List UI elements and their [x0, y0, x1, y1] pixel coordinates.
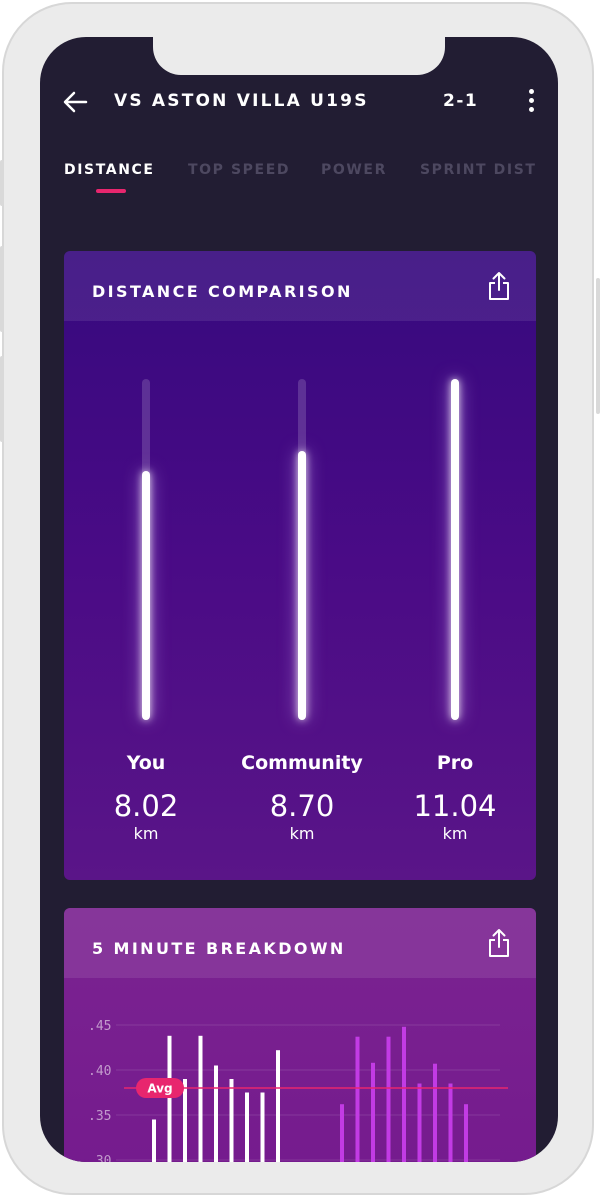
bar-first-half: [260, 1092, 265, 1162]
bar-first-half: [245, 1092, 249, 1162]
bar-second-half: [464, 1104, 468, 1162]
card-title: DISTANCE COMPARISON: [92, 282, 353, 301]
back-arrow-icon[interactable]: [62, 90, 88, 114]
side-button-silent: [0, 160, 4, 206]
bar-second-half: [386, 1036, 391, 1162]
bar-second-half: [340, 1104, 344, 1162]
you-unit: km: [133, 824, 159, 843]
bar-first-half: [167, 1035, 172, 1162]
community-unit: km: [289, 824, 315, 843]
pro-bar-fill: [451, 379, 459, 720]
bar-second-half: [433, 1063, 437, 1162]
y-tick-label: .45: [88, 1019, 111, 1034]
bar-second-half: [402, 1026, 406, 1162]
distance-comparison-card: DISTANCE COMPARISON You 8.02 km Communit…: [64, 251, 536, 880]
y-tick-label: .35: [88, 1109, 111, 1124]
side-button-volume-down: [0, 356, 4, 442]
bar-first-half: [214, 1065, 218, 1162]
page-title: VS ASTON VILLA U19S: [114, 91, 369, 111]
tab-sprint-dist[interactable]: SPRINT DIST: [420, 162, 537, 178]
more-options-icon[interactable]: [524, 87, 538, 117]
bar-second-half: [355, 1036, 360, 1162]
bar-first-half: [198, 1035, 203, 1162]
side-button-power: [596, 278, 600, 414]
pro-label: Pro: [436, 752, 474, 774]
share-icon[interactable]: [488, 271, 510, 301]
y-tick-label: .30: [88, 1154, 111, 1162]
breakdown-chart: .45 .40 .35 .30 Avg: [88, 1019, 508, 1162]
average-label: Avg: [147, 1082, 172, 1096]
bar-second-half: [371, 1062, 375, 1162]
notch: [153, 37, 445, 75]
pro-unit: km: [442, 824, 468, 843]
community-bar-fill: [298, 450, 306, 720]
community-value: 8.70: [269, 789, 335, 823]
tab-top-speed[interactable]: TOP SPEED: [188, 162, 291, 178]
you-bar-fill: [142, 471, 150, 720]
match-score: 2-1: [443, 91, 479, 111]
side-button-volume-up: [0, 246, 4, 332]
bar-first-half: [229, 1079, 234, 1162]
stat-tabs: DISTANCE TOP SPEED POWER SPRINT DIST: [40, 159, 558, 199]
you-label: You: [126, 752, 166, 774]
you-value: 8.02: [113, 789, 179, 823]
y-tick-label: .40: [88, 1064, 111, 1079]
app-screen: VS ASTON VILLA U19S 2-1 DISTANCE TOP SPE…: [40, 37, 558, 1162]
app-header: VS ASTON VILLA U19S 2-1: [40, 82, 558, 122]
bar-second-half: [417, 1083, 422, 1162]
bar-first-half: [152, 1119, 156, 1162]
card-header: 5 MINUTE BREAKDOWN: [64, 908, 536, 978]
card-header: DISTANCE COMPARISON: [64, 251, 536, 321]
share-icon[interactable]: [488, 928, 510, 958]
bar-first-half: [276, 1050, 280, 1162]
five-minute-breakdown-card: 5 MINUTE BREAKDOWN .45 .40 .35 .30 Avg: [64, 908, 536, 1162]
card-title: 5 MINUTE BREAKDOWN: [92, 939, 346, 958]
tab-distance[interactable]: DISTANCE: [64, 162, 155, 178]
active-tab-indicator: [96, 189, 126, 193]
bar-second-half: [448, 1083, 453, 1162]
community-label: Community: [241, 752, 363, 774]
average-badge: [136, 1078, 184, 1098]
pro-value: 11.04: [413, 789, 497, 823]
bar-first-half: [183, 1079, 187, 1162]
tab-power[interactable]: POWER: [321, 162, 387, 178]
